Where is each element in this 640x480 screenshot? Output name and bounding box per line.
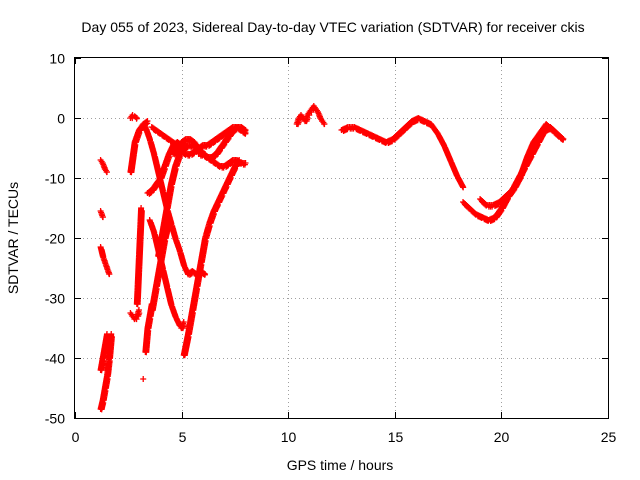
series-track-c [97, 244, 113, 278]
series-track-i [133, 205, 145, 308]
series-track-r [180, 157, 243, 359]
data-marker [97, 208, 106, 221]
series-track-x [477, 124, 567, 210]
data-marker [127, 307, 143, 323]
series-track-e [97, 331, 111, 374]
x-tick-label: 15 [388, 429, 404, 445]
y-tick-label: -10 [45, 171, 65, 187]
data-marker [97, 157, 110, 176]
data-marker [180, 157, 243, 359]
y-tick-label: -50 [45, 411, 65, 427]
series-track-b [97, 208, 106, 221]
data-marker [477, 124, 567, 210]
x-tick-label: 0 [72, 429, 80, 445]
data-marker [460, 121, 567, 224]
x-axis-label: GPS time / hours [287, 457, 394, 473]
series-track-j [140, 376, 147, 382]
series-track-w [460, 121, 567, 224]
y-axis-label: SDTVAR / TECUs [5, 182, 21, 294]
series-track-t [195, 151, 249, 171]
data-marker [133, 205, 145, 308]
data-marker [97, 331, 111, 374]
data-points [97, 103, 567, 413]
data-marker [155, 142, 209, 260]
series-track-v [338, 115, 467, 191]
series-track-a [97, 157, 110, 176]
x-tick-label: 20 [494, 429, 510, 445]
y-tick-label: 0 [57, 111, 65, 127]
data-marker [338, 115, 467, 191]
y-tick-label: 10 [49, 51, 65, 67]
series-track-u [293, 103, 328, 128]
series-track-h [127, 112, 140, 122]
series-track-d [97, 331, 115, 413]
axis-ticks: 0 5 10 15 20 25 -50 -40 -30 -20 -10 0 10 [45, 51, 617, 446]
data-marker [140, 376, 147, 382]
plot-frame [74, 57, 609, 419]
series-track-q [155, 142, 209, 260]
x-tick-label: 10 [281, 429, 297, 445]
x-tick-label: 25 [601, 429, 617, 445]
data-marker [127, 112, 140, 122]
data-marker [293, 103, 328, 128]
data-marker [97, 244, 113, 278]
y-tick-label: -40 [45, 351, 65, 367]
y-tick-label: -20 [45, 231, 65, 247]
data-marker [195, 151, 249, 171]
data-marker [97, 331, 115, 413]
chart-title: Day 055 of 2023, Sidereal Day-to-day VTE… [81, 19, 584, 35]
x-tick-label: 5 [179, 429, 187, 445]
series-track-f [127, 307, 143, 323]
y-tick-label: -30 [45, 291, 65, 307]
